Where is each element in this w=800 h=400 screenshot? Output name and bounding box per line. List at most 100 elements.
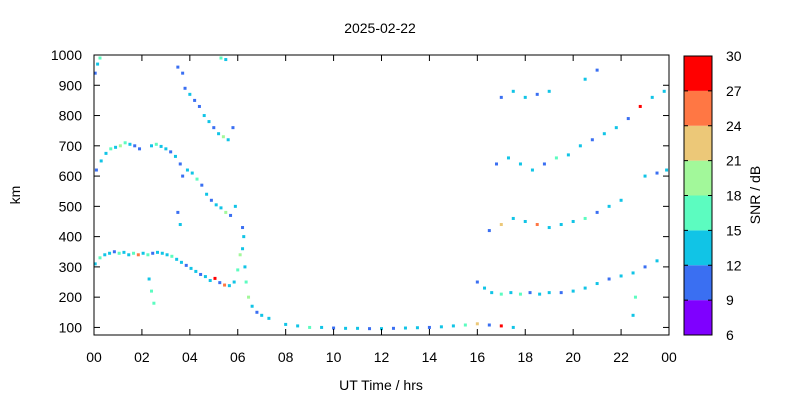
- data-point: [150, 144, 153, 147]
- x-tick-label: 16: [470, 349, 486, 365]
- data-point: [190, 267, 193, 270]
- data-point: [205, 193, 208, 196]
- data-point: [161, 252, 164, 255]
- colorbar-segment: [684, 126, 712, 161]
- data-point: [170, 255, 173, 258]
- data-point: [218, 281, 221, 284]
- data-point: [543, 162, 546, 165]
- data-point: [179, 223, 182, 226]
- y-tick-label: 300: [59, 259, 83, 275]
- data-point: [194, 270, 197, 273]
- data-point: [212, 126, 215, 129]
- data-point: [615, 126, 618, 129]
- data-point: [104, 152, 107, 155]
- data-point: [152, 302, 155, 305]
- data-point: [239, 253, 242, 256]
- data-point: [208, 120, 211, 123]
- data-point: [114, 146, 117, 149]
- colorbar-segment: [684, 56, 712, 91]
- data-point: [651, 96, 654, 99]
- data-point: [215, 203, 218, 206]
- colorbar-tick-label: 6: [726, 327, 734, 343]
- data-point: [512, 326, 515, 329]
- data-point: [243, 265, 246, 268]
- data-point: [198, 105, 201, 108]
- data-point: [579, 144, 582, 147]
- data-point: [127, 253, 130, 256]
- data-point: [490, 291, 493, 294]
- data-point: [233, 281, 236, 284]
- data-point: [320, 326, 323, 329]
- data-point: [124, 141, 127, 144]
- data-point: [224, 58, 227, 61]
- data-point: [488, 324, 491, 327]
- data-point: [483, 287, 486, 290]
- data-point: [548, 90, 551, 93]
- data-point: [138, 147, 141, 150]
- x-tick-label: 10: [326, 349, 342, 365]
- y-tick-label: 800: [59, 108, 83, 124]
- colorbar-segment: [684, 161, 712, 196]
- data-point: [98, 256, 101, 259]
- data-point: [224, 211, 227, 214]
- data-point: [656, 259, 659, 262]
- data-point: [665, 169, 668, 172]
- colorbar-segment: [684, 230, 712, 265]
- data-point: [219, 57, 222, 60]
- x-axis: 00 02 04 06 08 10 12 14 16 18 20 22 00: [86, 55, 677, 365]
- data-point: [150, 290, 153, 293]
- data-point: [188, 93, 191, 96]
- data-point: [118, 252, 121, 255]
- colorbar-tick-label: 9: [726, 292, 734, 308]
- data-point: [169, 150, 172, 153]
- y-tick-label: 1000: [51, 47, 82, 63]
- data-point: [181, 72, 184, 75]
- data-point: [191, 172, 194, 175]
- data-point: [632, 314, 635, 317]
- data-point: [133, 144, 136, 147]
- colorbar-tick-label: 12: [726, 257, 742, 273]
- data-point: [500, 223, 503, 226]
- data-point: [231, 126, 234, 129]
- data-point: [584, 78, 587, 81]
- data-point: [512, 90, 515, 93]
- data-point: [572, 290, 575, 293]
- data-point: [176, 211, 179, 214]
- x-tick-label: 18: [517, 349, 533, 365]
- data-point: [160, 145, 163, 148]
- data-point: [122, 251, 125, 254]
- data-point: [267, 317, 270, 320]
- data-point: [620, 274, 623, 277]
- data-point: [151, 252, 154, 255]
- x-tick-label: 00: [661, 349, 677, 365]
- data-point: [512, 217, 515, 220]
- y-axis-title: km: [7, 186, 23, 205]
- data-point: [476, 322, 479, 325]
- data-point: [368, 327, 371, 330]
- data-point: [608, 205, 611, 208]
- data-point: [217, 132, 220, 135]
- data-point: [251, 305, 254, 308]
- data-point: [500, 324, 503, 327]
- data-point: [308, 326, 311, 329]
- x-tick-label: 12: [374, 349, 390, 365]
- data-point: [204, 275, 207, 278]
- x-tick-label: 04: [182, 349, 198, 365]
- data-point: [241, 247, 244, 250]
- data-point: [175, 258, 178, 261]
- data-point: [572, 220, 575, 223]
- x-tick-label: 08: [278, 349, 294, 365]
- data-point: [95, 169, 98, 172]
- data-point: [416, 326, 419, 329]
- data-point: [96, 63, 99, 66]
- data-point: [186, 169, 189, 172]
- plot-frame: [94, 55, 669, 335]
- x-tick-label: 14: [422, 349, 438, 365]
- data-point: [210, 199, 213, 202]
- data-point: [229, 214, 232, 217]
- data-point: [560, 291, 563, 294]
- data-point: [255, 311, 258, 314]
- data-point: [536, 223, 539, 226]
- data-point: [519, 293, 522, 296]
